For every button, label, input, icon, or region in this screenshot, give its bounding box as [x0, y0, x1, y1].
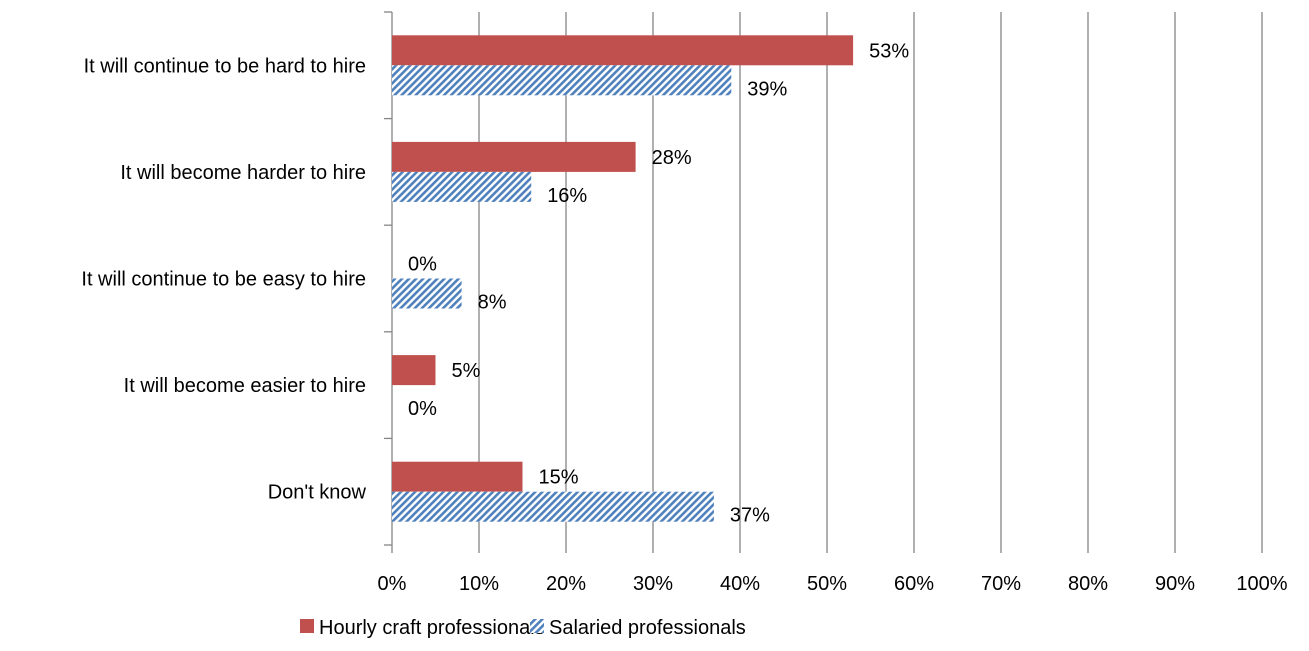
bar-salaried-professionals-don-t-know [392, 491, 714, 522]
legend-label-hourly-craft-professionals: Hourly craft professionals [319, 617, 545, 639]
x-tick-label-70: 70% [981, 573, 1021, 595]
legend-swatch-salaried-professionals [530, 619, 544, 633]
data-label-hourly-craft-professionals-it-will-continue-to-be-easy-to-hire: 0% [408, 254, 437, 276]
data-label-salaried-professionals-it-will-continue-to-be-hard-to-hire: 39% [747, 78, 787, 100]
axes: 0% 10% 20% 30% 40% 50% 60% 70% 80% 90% 100% It will… [81, 11, 1288, 595]
category-label-it-will-continue-to-be-easy-to-hire: It will continue to be easy to hire [81, 269, 366, 291]
data-label-hourly-craft-professionals-it-will-become-easier-to-hire: 5% [452, 360, 481, 382]
data-label-hourly-craft-professionals-it-will-become-harder-to-hire: 28% [652, 147, 692, 169]
data-label-hourly-craft-professionals-don-t-know: 15% [539, 467, 579, 489]
category-label-it-will-become-harder-to-hire: It will become harder to hire [120, 162, 366, 184]
bar-hourly-craft-professionals-it-will-continue-to-be-hard-to-hire [392, 35, 854, 66]
bar-hourly-craft-professionals-it-will-become-harder-to-hire [392, 141, 636, 172]
x-tick-label-40: 40% [720, 573, 760, 595]
gridlines [478, 12, 1263, 545]
bar-hourly-craft-professionals-don-t-know [392, 461, 523, 492]
data-label-hourly-craft-professionals-it-will-continue-to-be-hard-to-hire: 53% [869, 40, 909, 62]
data-label-salaried-professionals-it-will-become-easier-to-hire: 0% [408, 398, 437, 420]
data-label-salaried-professionals-don-t-know: 37% [730, 505, 770, 527]
x-tick-label-50: 50% [807, 573, 847, 595]
x-tick-label-30: 30% [633, 573, 673, 595]
x-tick-label-80: 80% [1068, 573, 1108, 595]
legend: Hourly craft professionals Salaried profe… [300, 617, 746, 639]
bar-salaried-professionals-it-will-continue-to-be-easy-to-hire [392, 278, 462, 309]
bars [392, 35, 854, 522]
x-tick-label-90: 90% [1155, 573, 1195, 595]
category-label-don-t-know: Don't know [268, 482, 367, 504]
bar-salaried-professionals-it-will-continue-to-be-hard-to-hire [392, 65, 732, 96]
category-label-it-will-continue-to-be-hard-to-hire: It will continue to be hard to hire [84, 55, 366, 77]
x-tick-label-20: 20% [546, 573, 586, 595]
category-label-it-will-become-easier-to-hire: It will become easier to hire [124, 375, 366, 397]
bar-hourly-craft-professionals-it-will-become-easier-to-hire [392, 355, 436, 386]
x-tick-label-100: 100% [1236, 573, 1287, 595]
data-label-salaried-professionals-it-will-continue-to-be-easy-to-hire: 8% [478, 292, 507, 314]
x-tick-label-10: 10% [459, 573, 499, 595]
legend-label-salaried-professionals: Salaried professionals [549, 617, 746, 639]
data-labels: 53% 39% 28% 16% 0% 8% 5% 0% 15% 37% [408, 40, 909, 526]
x-tick-label-60: 60% [894, 573, 934, 595]
legend-swatch-hourly-craft-professionals [300, 619, 314, 633]
x-tick-label-0: 0% [378, 573, 407, 595]
data-label-salaried-professionals-it-will-become-harder-to-hire: 16% [547, 185, 587, 207]
bar-salaried-professionals-it-will-become-harder-to-hire [392, 171, 532, 202]
